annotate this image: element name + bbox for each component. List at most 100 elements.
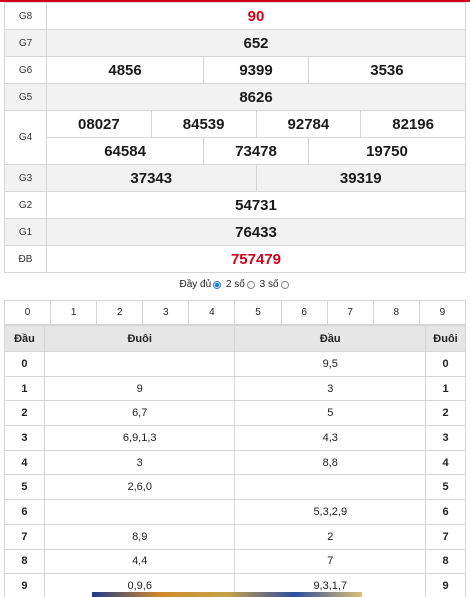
loto-duoi-cell: 2,6,0: [43, 474, 236, 501]
header-duoi: Đuôi: [43, 325, 236, 352]
prize-label: G3: [4, 164, 47, 192]
loto-dau-cell: 1: [4, 375, 45, 402]
loto-table: Đầu Đuôi Đầu Đuôi 0 9,5 0 1 9 3 1 2 6,7 5 2 3 6,9,1,…: [4, 325, 466, 597]
prize-label: ĐB: [4, 245, 47, 273]
option-full[interactable]: Đầy đủ: [179, 279, 222, 290]
table-row: 5 2,6,0 5: [4, 474, 466, 501]
loto-dau2-cell: 5,3,2,9: [234, 499, 427, 525]
prize-number: 54731: [46, 191, 466, 219]
prize-number: 90: [46, 2, 466, 30]
digit-filter-7[interactable]: 7: [328, 301, 374, 324]
loto-duoi-cell: 4,4: [43, 548, 236, 575]
radio-3-so[interactable]: [246, 280, 255, 289]
loto-duoi-cell: 9: [43, 375, 236, 402]
prize-label: G1: [4, 218, 47, 246]
prize-label: G7: [4, 29, 47, 57]
loto-dau-cell: 7: [4, 523, 45, 550]
option-full-label: Đầy đủ: [179, 279, 212, 290]
prize-row-g5: G5 8626: [4, 83, 466, 111]
header-dau: Đầu: [4, 325, 45, 352]
table-row: 3 6,9,1,3 4,3 3: [4, 425, 466, 451]
table-row: 9 0,9,6 9,3,1,7 9: [4, 573, 466, 597]
header-duoi-2: Đuôi: [425, 325, 466, 352]
prize-row-g8: G8 90: [4, 2, 466, 30]
prize-row-g4-second: 64584 73478 19750: [5, 137, 467, 165]
loto-duoi-cell: 3: [43, 449, 236, 476]
loto-duoi2-cell: 6: [425, 499, 466, 525]
radio-extra[interactable]: [280, 280, 289, 289]
prize-row-g4: G4 08027 84539 92784 82196: [4, 110, 466, 165]
prize-number: 73478: [203, 137, 309, 165]
prize-number: 37343: [46, 164, 257, 192]
table-row: 8 4,4 7 8: [4, 548, 466, 575]
digit-filter-row: 0 1 2 3 4 5 6 7 8 9: [4, 300, 466, 325]
loto-header-row: Đầu Đuôi Đầu Đuôi: [4, 325, 466, 352]
table-row: 2 6,7 5 2: [4, 400, 466, 427]
prize-number: 64584: [45, 137, 205, 165]
loto-dau2-cell: 9,5: [234, 351, 427, 377]
loto-duoi2-cell: 2: [425, 400, 466, 427]
top-accent-line: [0, 0, 470, 2]
loto-dau2-cell: 7: [234, 548, 427, 575]
loto-duoi2-cell: 1: [425, 375, 466, 402]
loto-duoi2-cell: 9: [425, 573, 466, 597]
loto-duoi-cell: 6,7: [43, 400, 236, 427]
prize-row-g6: G6 4856 9399 3536: [4, 56, 467, 84]
prize-label: G4: [4, 110, 47, 165]
loto-duoi2-cell: 8: [425, 548, 466, 575]
digit-filter-9[interactable]: 9: [439, 307, 446, 318]
digit-filter-3[interactable]: 3: [143, 301, 190, 324]
prize-row-db: ĐB 757479: [4, 245, 466, 273]
prize-label: G5: [4, 83, 47, 111]
digit-filter-8[interactable]: 8: [374, 301, 420, 324]
prize-row-g3: G3 37343 39319: [4, 164, 466, 192]
digit-filter-4[interactable]: 4: [189, 301, 236, 324]
loto-dau-cell: 3: [4, 425, 45, 451]
digit-filter-1[interactable]: 1: [51, 301, 98, 324]
loto-dau-cell: 0: [4, 351, 45, 377]
loto-dau-cell: 8: [4, 548, 45, 575]
prize-number: 82196: [360, 110, 466, 138]
option-three-digits[interactable]: 3 số: [260, 279, 289, 290]
loto-dau2-cell: 5: [234, 400, 427, 427]
display-options: Đầy đủ 2 số 3 số: [0, 279, 470, 290]
prize-number: 3536: [307, 56, 467, 84]
loto-dau2-cell: 8,8: [234, 449, 427, 476]
prize-row-g7: G7 652: [4, 29, 466, 57]
radio-2-so[interactable]: [213, 280, 222, 289]
loto-duoi2-cell: 4: [425, 449, 466, 476]
prize-number: 08027: [46, 110, 152, 138]
option-two-digits[interactable]: 2 số: [226, 279, 255, 290]
prize-label: G2: [4, 191, 47, 219]
loto-dau-cell: 6: [4, 499, 45, 525]
loto-dau2-cell: 3: [234, 375, 427, 402]
loto-dau-cell: 5: [4, 474, 45, 501]
loto-duoi-cell: 8,9: [43, 523, 236, 550]
prize-number: 92784: [255, 110, 362, 138]
table-row: 6 5,3,2,9 6: [4, 499, 466, 525]
special-prize-number: 757479: [46, 245, 466, 273]
prize-number: 39319: [255, 164, 466, 192]
digit-filter-6[interactable]: 6: [282, 301, 328, 324]
option-three-label: 3 số: [259, 279, 279, 290]
loto-duoi2-cell: 0: [425, 351, 466, 377]
loto-dau2-cell: [234, 474, 427, 501]
option-two-label: 2 số: [225, 279, 245, 290]
prize-label: G8: [4, 2, 47, 30]
table-row: 0 9,5 0: [4, 351, 466, 377]
loto-dau2-cell: 9,3,1,7: [234, 573, 427, 597]
prize-number: 9399: [203, 56, 309, 84]
table-row: 7 8,9 2 7: [4, 523, 466, 550]
loto-dau-cell: 2: [4, 400, 45, 427]
loto-duoi2-cell: 5: [425, 474, 466, 501]
loto-dau2-cell: 2: [234, 523, 427, 550]
digit-filter-2[interactable]: 2: [97, 301, 144, 324]
prize-number: 8626: [46, 83, 466, 111]
digit-filter-5[interactable]: 5: [235, 301, 282, 324]
digit-filter-0[interactable]: 0: [5, 301, 52, 324]
header-dau-2: Đầu: [234, 325, 427, 352]
loto-duoi-cell: [43, 351, 236, 377]
loto-duoi2-cell: 3: [425, 425, 466, 451]
prize-label: G6: [4, 56, 47, 84]
